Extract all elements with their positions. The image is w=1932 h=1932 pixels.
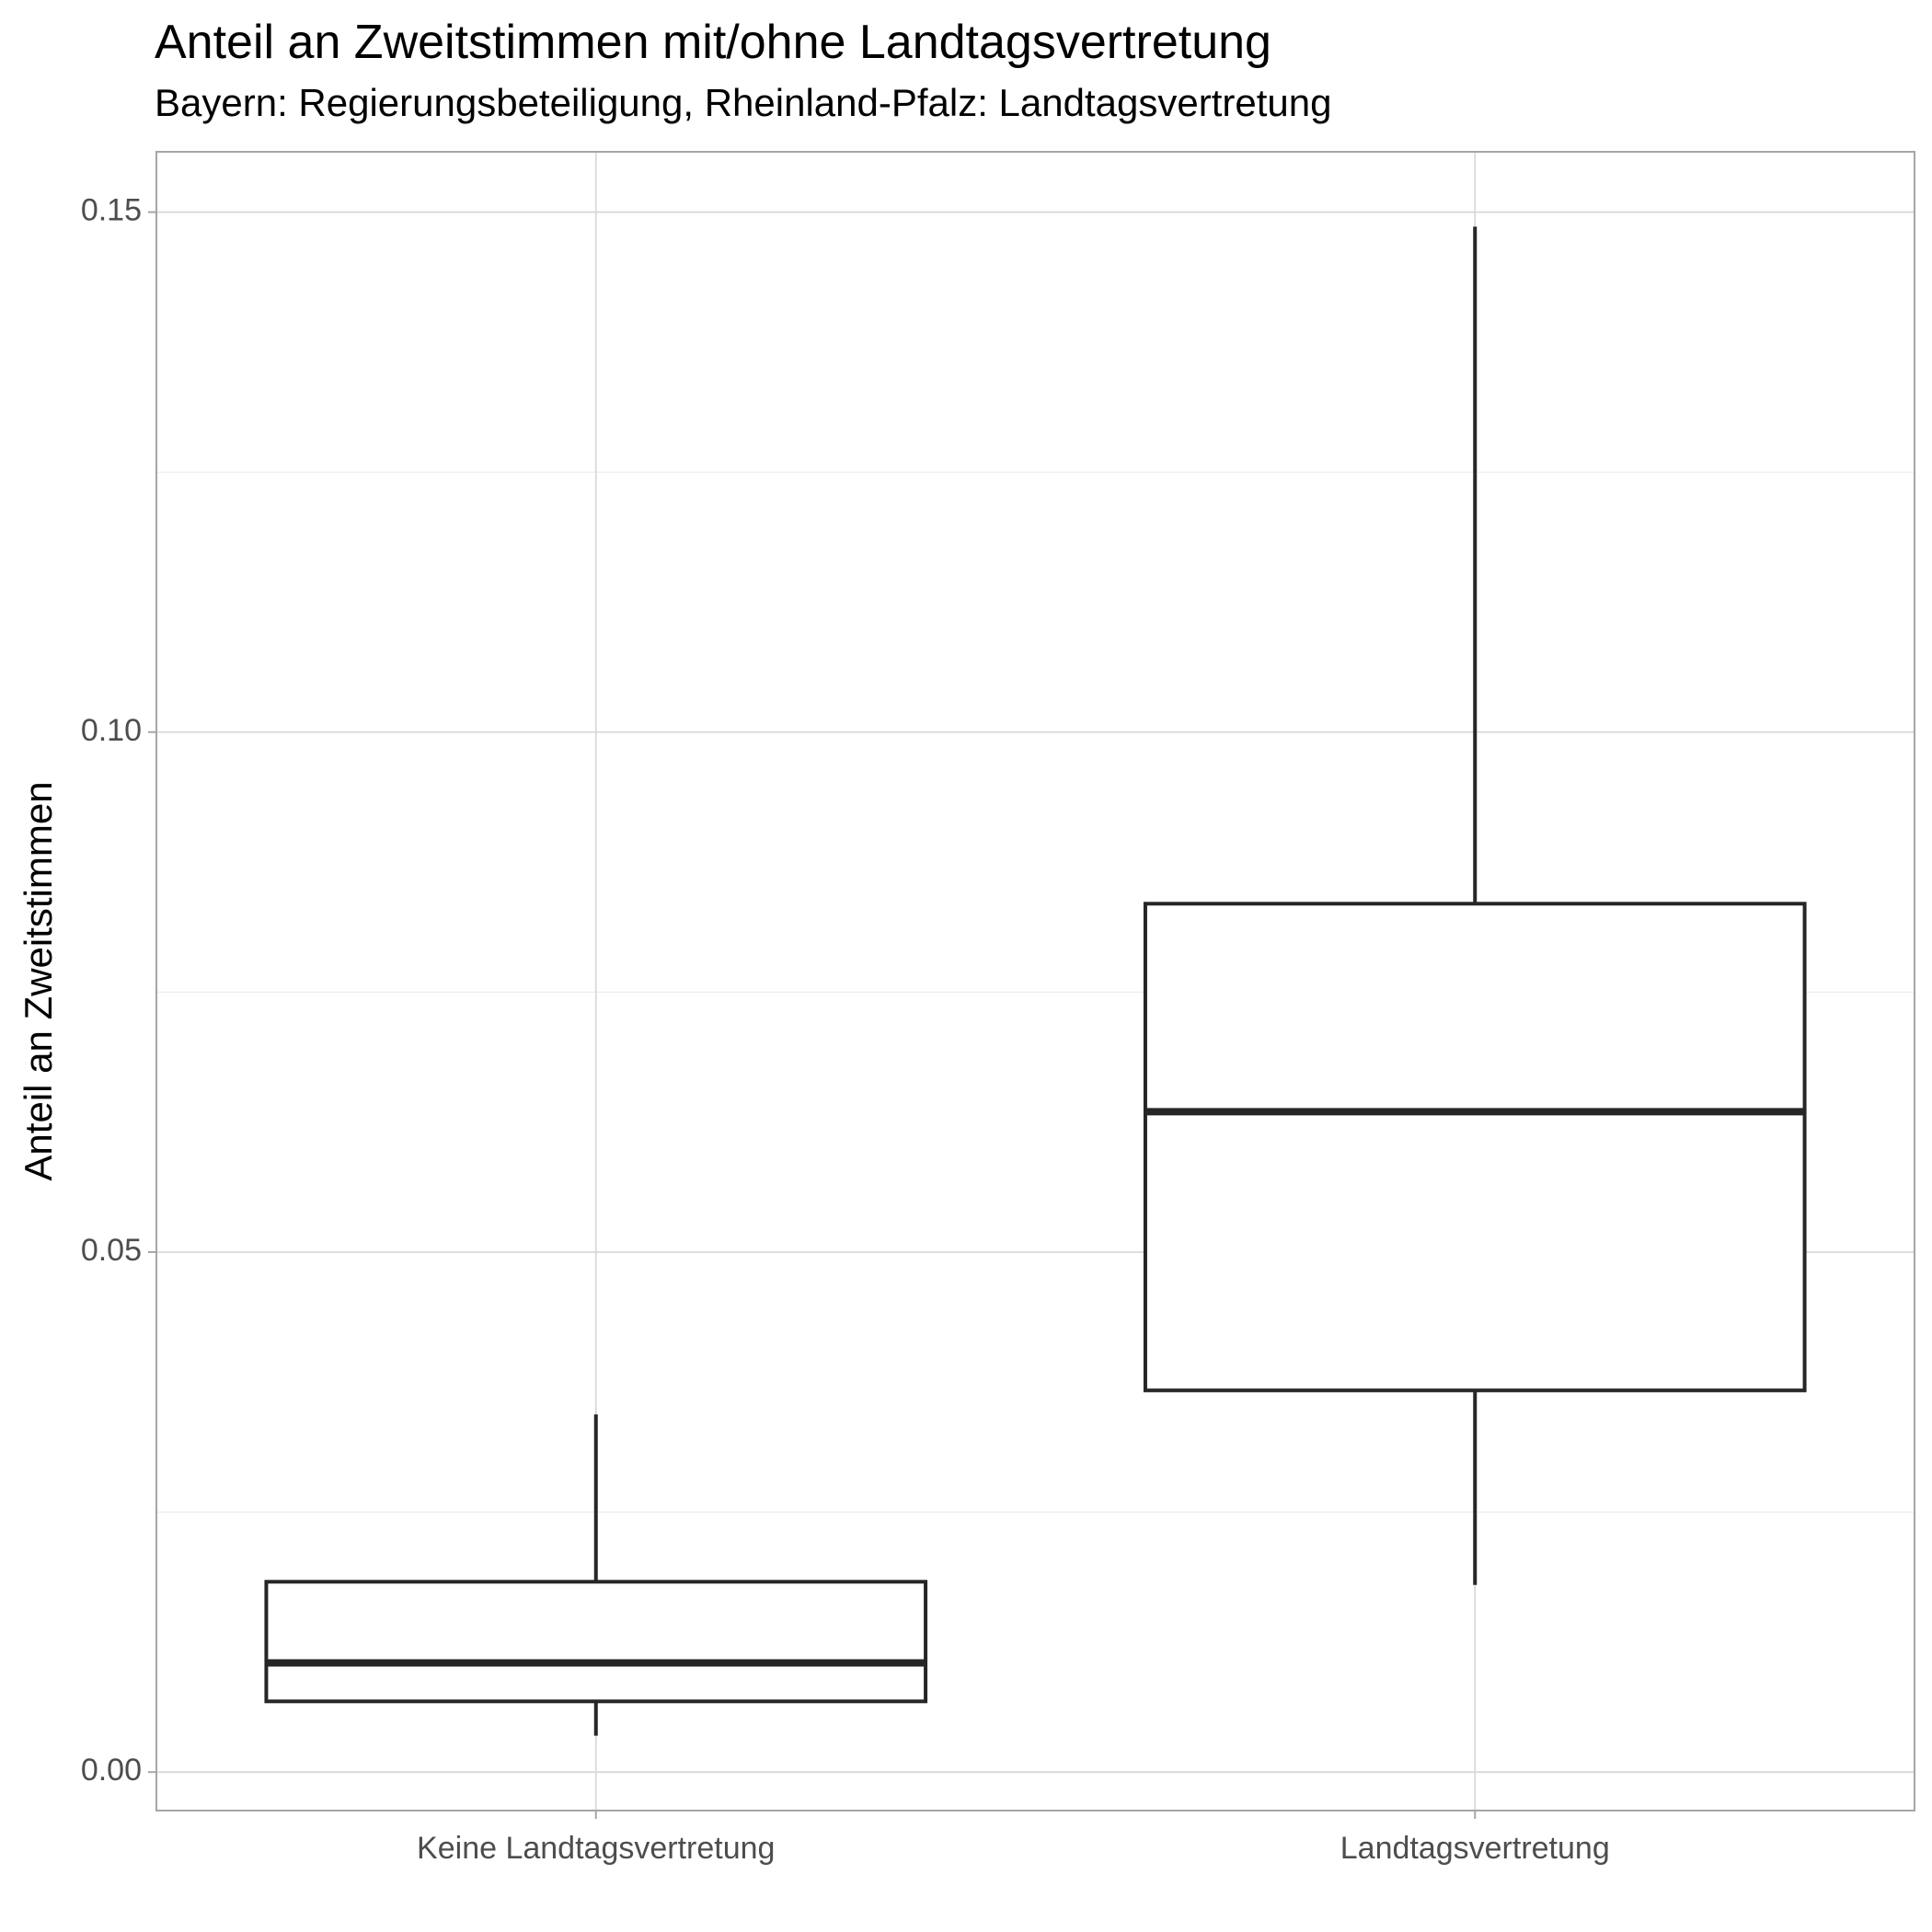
chart-subtitle: Bayern: Regierungsbeteiligung, Rheinland… (155, 81, 1332, 124)
x-tick-label: Keine Landtagsvertretung (417, 1831, 775, 1866)
chart-title: Anteil an Zweitstimmen mit/ohne Landtags… (155, 16, 1271, 69)
y-tick-label: 0.10 (81, 713, 142, 748)
boxplot (264, 1414, 928, 1736)
box-iqr (1143, 902, 1807, 1393)
y-tick-label: 0.15 (81, 193, 142, 228)
y-tick-label: 0.05 (81, 1233, 142, 1268)
y-axis-title: Anteil an Zweitstimmen (17, 781, 60, 1180)
boxplots (264, 226, 1807, 1736)
panel-border (155, 151, 1915, 1811)
box-iqr (264, 1580, 928, 1704)
boxplot (1143, 226, 1807, 1585)
x-tick-label: Landtagsvertretung (1340, 1831, 1610, 1866)
y-tick-label: 0.00 (81, 1753, 142, 1788)
axis-ticks: 0.00 0.05 0.10 0.15 Keine Landtagsvertretung… (81, 193, 1610, 1866)
